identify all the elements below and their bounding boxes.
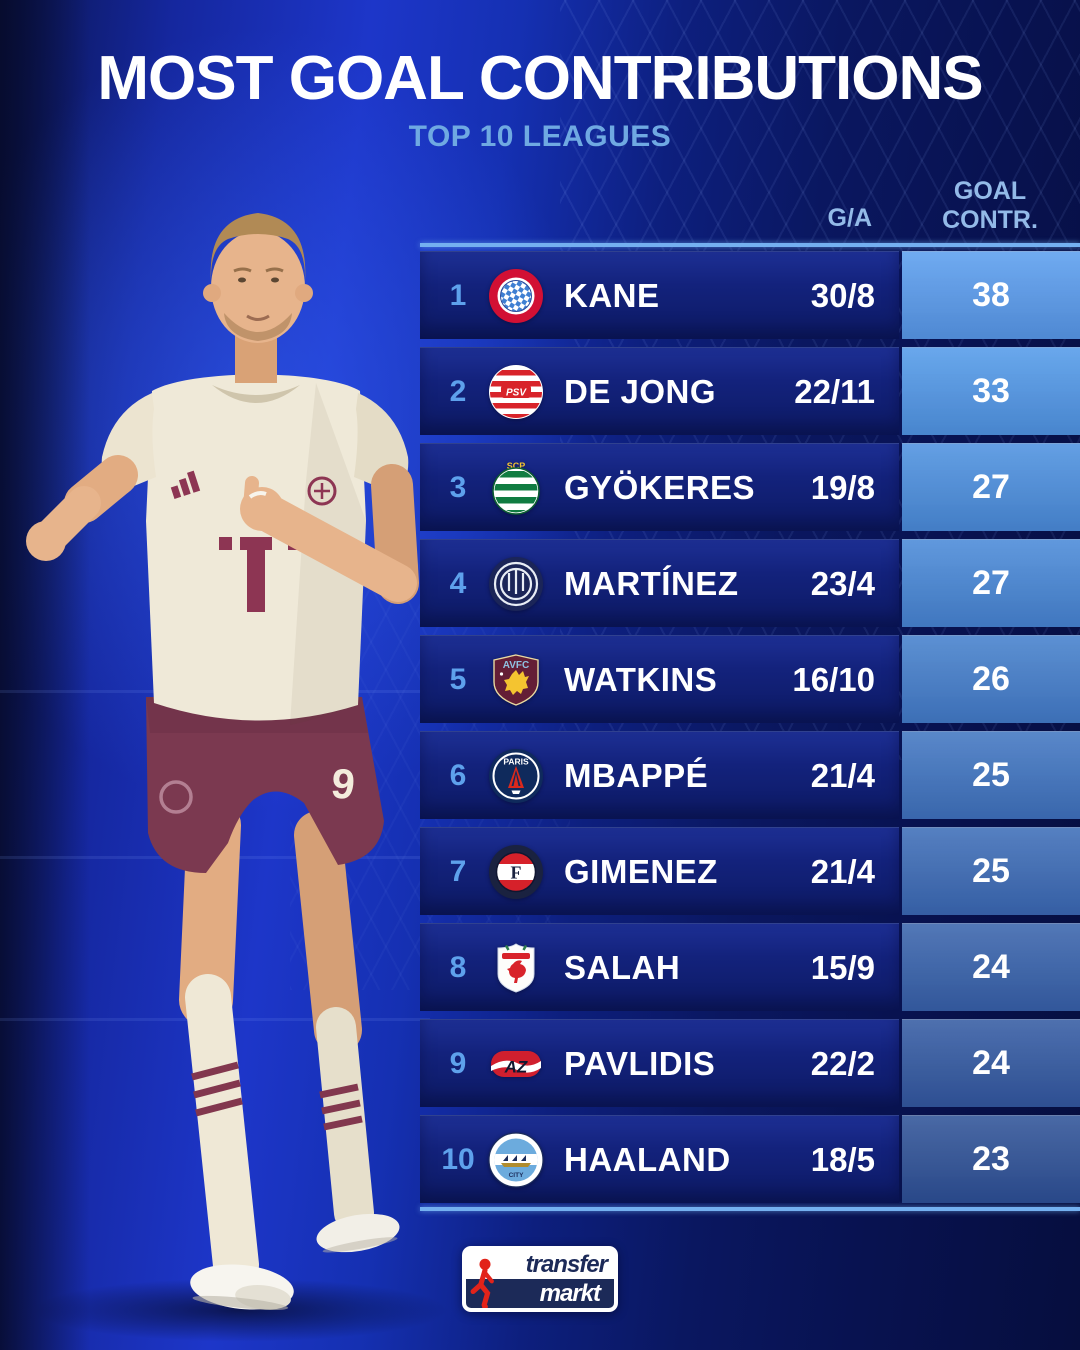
player-name: SALAH: [564, 948, 681, 986]
ga-value: 19/8: [810, 468, 875, 506]
club-badge-inter-icon: [488, 556, 544, 612]
row-main-cell: 2 PSV DE JONG 22/11: [420, 347, 899, 435]
row-main-cell: 3 SCP GYÖKERES 19/8: [420, 443, 899, 531]
table-row: 9 AZ PAVLIDIS 22/2 24: [420, 1019, 1080, 1107]
ga-value: 15/9: [810, 948, 875, 986]
row-main-cell: 5 AVFC WATKINS 16/10: [420, 635, 899, 723]
table-row: 7 F GIMENEZ 21/4 25: [420, 827, 1080, 915]
club-badge-liverpool-icon: [488, 940, 544, 996]
ga-value: 18/5: [810, 1140, 875, 1178]
row-main-cell: 8 SALAH 15/9: [420, 923, 899, 1011]
rank-number: 10: [441, 1142, 475, 1176]
table-rows: 1 KANE 30/8 38 2 PSV DE JONG 22/11 33 3 …: [420, 251, 1080, 1203]
ranking-table: 1 KANE 30/8 38 2 PSV DE JONG 22/11 33 3 …: [420, 243, 1080, 1211]
club-badge-feyenoord-icon: F: [488, 844, 544, 900]
player-name: PAVLIDIS: [564, 1044, 716, 1082]
ga-value: 21/4: [810, 852, 875, 890]
player-name: GYÖKERES: [564, 468, 756, 506]
table-row: 3 SCP GYÖKERES 19/8 27: [420, 443, 1080, 531]
row-main-cell: 9 AZ PAVLIDIS 22/2: [420, 1019, 899, 1107]
svg-text:9: 9: [329, 759, 357, 808]
goal-contr-cell: 23: [902, 1115, 1080, 1203]
transfermarkt-player-icon: [470, 1258, 494, 1308]
player-name: MBAPPÉ: [564, 756, 709, 794]
goal-contr-cell: 25: [902, 731, 1080, 819]
table-row: 8 SALAH 15/9 24: [420, 923, 1080, 1011]
goal-contr-cell: 24: [902, 923, 1080, 1011]
table-row: 2 PSV DE JONG 22/11 33: [420, 347, 1080, 435]
rank-number: 9: [449, 1046, 467, 1080]
table-row: 1 KANE 30/8 38: [420, 251, 1080, 339]
ga-value: 21/4: [810, 756, 875, 794]
transfermarkt-logo: transfer markt: [462, 1246, 618, 1312]
rank-number: 1: [449, 278, 467, 312]
rank-number: 4: [449, 566, 467, 600]
rank-number: 7: [449, 854, 467, 888]
column-header-goal-line1: GOAL: [953, 177, 1027, 205]
goal-contr-cell: 27: [902, 539, 1080, 627]
row-main-cell: 10 CITY HAALAND 18/5: [420, 1115, 899, 1203]
club-badge-az-icon: AZ: [488, 1036, 544, 1092]
goal-contr-cell: 33: [902, 347, 1080, 435]
club-badge-mancity-icon: CITY: [488, 1131, 544, 1188]
column-header-ga: G/A: [827, 204, 872, 232]
table-row: 4 MARTÍNEZ 23/4 27: [420, 539, 1080, 627]
row-main-cell: 1 KANE 30/8: [420, 251, 899, 339]
svg-text:F: F: [511, 862, 522, 882]
svg-text:CITY: CITY: [509, 1172, 524, 1179]
table-bottom-line: [420, 1207, 1080, 1211]
rank-number: 3: [449, 470, 467, 504]
player-name: WATKINS: [564, 660, 718, 698]
ga-value: 22/2: [810, 1044, 875, 1082]
page-title: MOST GOAL CONTRIBUTIONS: [97, 44, 983, 113]
logo-word-markt: markt: [466, 1279, 614, 1308]
player-name: HAALAND: [564, 1140, 731, 1178]
player-name: MARTÍNEZ: [564, 564, 739, 602]
table-row: 6 PARIS MBAPPÉ 21/4 25: [420, 731, 1080, 819]
table-row: 5 AVFC WATKINS 16/10 26: [420, 635, 1080, 723]
player-name: DE JONG: [564, 372, 717, 410]
logo-word-transfer: transfer: [525, 1250, 608, 1278]
row-main-cell: 6 PARIS MBAPPÉ 21/4: [420, 731, 899, 819]
club-badge-sporting-icon: SCP: [488, 460, 544, 516]
goal-contr-cell: 27: [902, 443, 1080, 531]
club-badge-bayern-icon: [488, 268, 544, 324]
page-subtitle: TOP 10 LEAGUES: [408, 120, 672, 153]
svg-text:PARIS: PARIS: [503, 756, 529, 766]
goal-contr-cell: 24: [902, 1019, 1080, 1107]
column-header-goal-contr: GOAL CONTR.: [902, 177, 1078, 235]
column-header-goal-line2: CONTR.: [942, 205, 1038, 234]
club-badge-villa-icon: AVFC: [488, 652, 544, 708]
rank-number: 5: [449, 662, 467, 696]
player-name: GIMENEZ: [564, 852, 718, 890]
svg-text:PSV: PSV: [506, 387, 527, 398]
svg-text:SCP: SCP: [507, 461, 526, 471]
row-main-cell: 4 MARTÍNEZ 23/4: [420, 539, 899, 627]
goal-contr-cell: 38: [902, 251, 1080, 339]
ga-value: 16/10: [792, 660, 875, 698]
ga-value: 22/11: [794, 372, 875, 410]
player-photo: 9: [26, 213, 419, 1310]
svg-text:AZ: AZ: [504, 1057, 528, 1076]
ga-value: 23/4: [810, 564, 875, 602]
club-badge-psv-icon: PSV: [488, 364, 544, 420]
goal-contr-cell: 25: [902, 827, 1080, 915]
ga-value: 30/8: [810, 276, 875, 314]
table-top-line: [420, 243, 1080, 247]
row-main-cell: 7 F GIMENEZ 21/4: [420, 827, 899, 915]
rank-number: 6: [449, 758, 467, 792]
svg-text:AVFC: AVFC: [503, 660, 529, 671]
rank-number: 2: [449, 374, 467, 408]
player-name: KANE: [564, 276, 660, 314]
club-badge-psg-icon: PARIS: [488, 748, 544, 804]
rank-number: 8: [449, 950, 467, 984]
table-row: 10 CITY HAALAND 18/5 23: [420, 1115, 1080, 1203]
goal-contr-cell: 26: [902, 635, 1080, 723]
